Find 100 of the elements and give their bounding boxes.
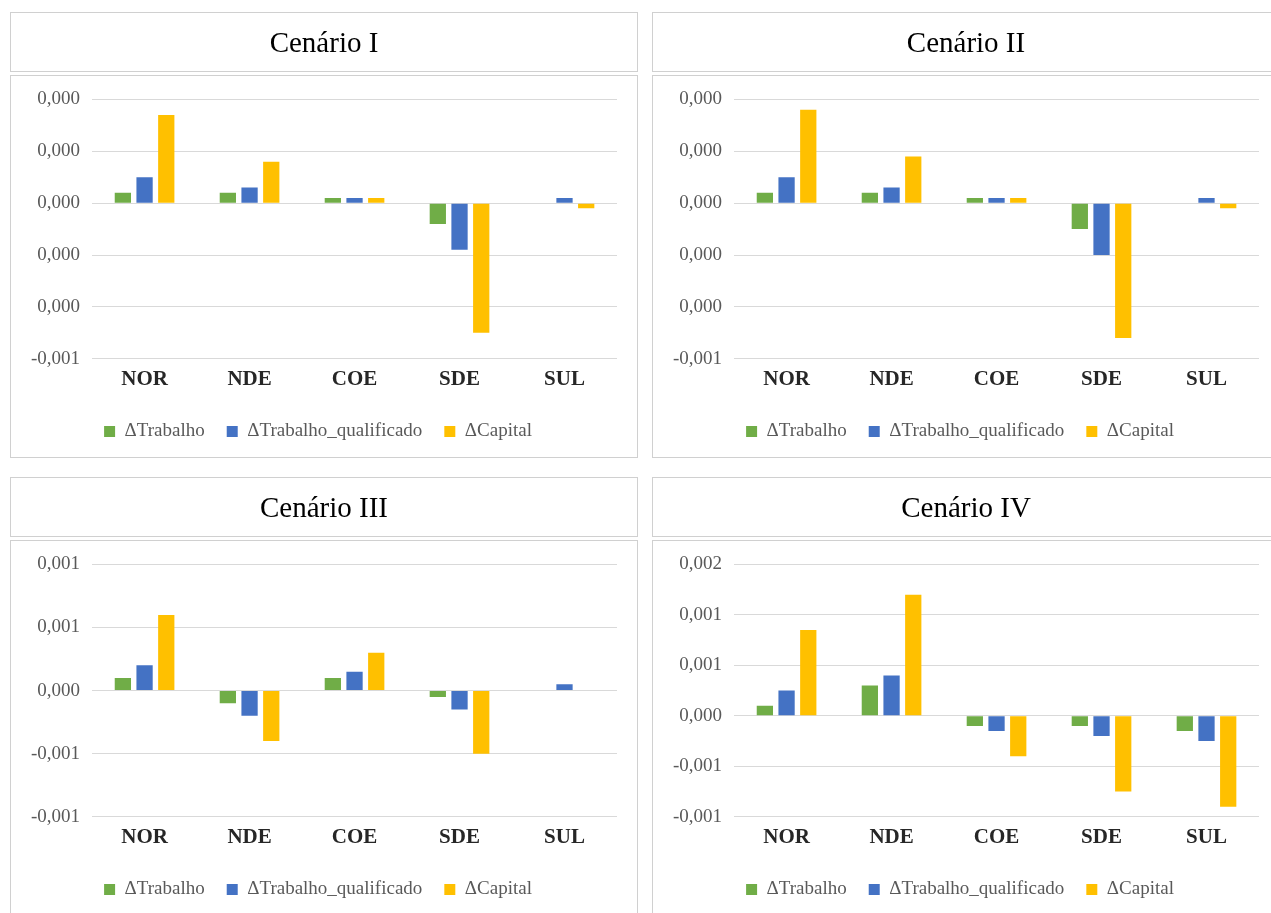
y-tick-label: 0,000 [37, 243, 81, 265]
bar [883, 675, 900, 716]
bar [241, 187, 258, 203]
y-tick-label: -0,001 [31, 346, 81, 368]
bar [368, 652, 385, 691]
bar [988, 197, 1005, 203]
bar [861, 685, 878, 716]
bar [1071, 203, 1088, 230]
x-tick-label: NOR [121, 365, 169, 390]
bar [778, 177, 795, 203]
x-tick-label: SDE [439, 823, 480, 848]
bar [1220, 716, 1237, 807]
bar [905, 156, 922, 203]
x-tick-label: NDE [227, 823, 272, 848]
bar [1176, 716, 1193, 731]
y-tick-label: -0,001 [673, 346, 723, 368]
legend-label: ΔTrabalho_qualificado [889, 877, 1065, 899]
y-tick-label: 0,000 [37, 294, 81, 316]
x-tick-label: NOR [763, 823, 811, 848]
bar [556, 684, 573, 691]
bar [1198, 716, 1215, 742]
bar [158, 114, 175, 203]
legend-label: ΔCapital [464, 419, 532, 441]
y-tick-label: 0,000 [37, 87, 81, 109]
x-tick-label: SUL [1186, 823, 1227, 848]
x-tick-label: COE [973, 823, 1020, 848]
bar [451, 203, 468, 250]
bar [473, 203, 490, 333]
x-tick-label: NOR [121, 823, 169, 848]
legend-label: ΔTrabalho [124, 877, 205, 899]
y-tick-label: -0,001 [673, 804, 723, 826]
legend-label: ΔTrabalho_qualificado [247, 419, 423, 441]
bar [988, 716, 1005, 731]
x-tick-label: COE [973, 365, 1020, 390]
bar [114, 192, 132, 203]
bar [756, 192, 774, 203]
bar [346, 197, 363, 203]
legend-label: ΔTrabalho_qualificado [889, 419, 1065, 441]
bar [556, 197, 573, 203]
bar [861, 192, 878, 203]
bar [368, 197, 385, 203]
bar [1010, 716, 1027, 757]
bar [1198, 197, 1215, 203]
bar [883, 187, 900, 203]
y-tick-label: 0,001 [679, 653, 723, 675]
legend-label: ΔTrabalho [766, 877, 847, 899]
bar [778, 690, 795, 716]
y-tick-label: 0,000 [679, 87, 723, 109]
bar [241, 691, 258, 716]
bar [966, 716, 983, 726]
y-tick-label: 0,001 [37, 552, 81, 574]
bar [1071, 716, 1088, 726]
x-tick-label: COE [331, 365, 378, 390]
bar [1093, 203, 1110, 256]
bar [473, 691, 490, 754]
bar [324, 677, 341, 691]
bar [219, 691, 236, 704]
bar [136, 177, 153, 203]
legend-label: ΔTrabalho [124, 419, 205, 441]
bar [263, 691, 280, 742]
bar [324, 197, 341, 203]
chart-title: Cenário III [10, 477, 638, 537]
y-tick-label: 0,001 [679, 602, 723, 624]
x-tick-label: SDE [439, 365, 480, 390]
bar [1115, 716, 1132, 792]
bar [1093, 716, 1110, 737]
bar [451, 691, 468, 710]
y-tick-label: 0,000 [37, 678, 81, 700]
y-tick-label: -0,001 [31, 804, 81, 826]
y-tick-label: 0,000 [679, 294, 723, 316]
y-tick-label: 0,000 [679, 243, 723, 265]
y-tick-label: 0,002 [679, 552, 723, 574]
bar [756, 705, 774, 716]
legend-label: ΔCapital [1106, 877, 1174, 899]
x-tick-label: NDE [869, 365, 914, 390]
bar [219, 192, 236, 203]
bar [966, 197, 983, 203]
bar [429, 691, 446, 697]
legend-label: ΔCapital [464, 877, 532, 899]
y-tick-label: -0,001 [31, 741, 81, 763]
bar [114, 677, 132, 691]
x-tick-label: NDE [869, 823, 914, 848]
bar [263, 161, 280, 203]
x-tick-label: COE [331, 823, 378, 848]
bar [1115, 203, 1132, 339]
y-tick-label: 0,000 [37, 139, 81, 161]
x-tick-label: SUL [1186, 365, 1227, 390]
bar [158, 614, 175, 691]
bar [800, 630, 817, 716]
y-tick-label: -0,001 [673, 754, 723, 776]
bar [346, 671, 363, 691]
y-tick-label: 0,000 [679, 703, 723, 725]
chart-title: Cenário IV [652, 477, 1271, 537]
legend-label: ΔCapital [1106, 419, 1174, 441]
x-tick-label: SUL [544, 823, 585, 848]
bar [1010, 197, 1027, 203]
y-tick-label: 0,000 [37, 191, 81, 213]
legend-label: ΔTrabalho_qualificado [247, 877, 423, 899]
y-tick-label: 0,000 [679, 139, 723, 161]
x-tick-label: NDE [227, 365, 272, 390]
